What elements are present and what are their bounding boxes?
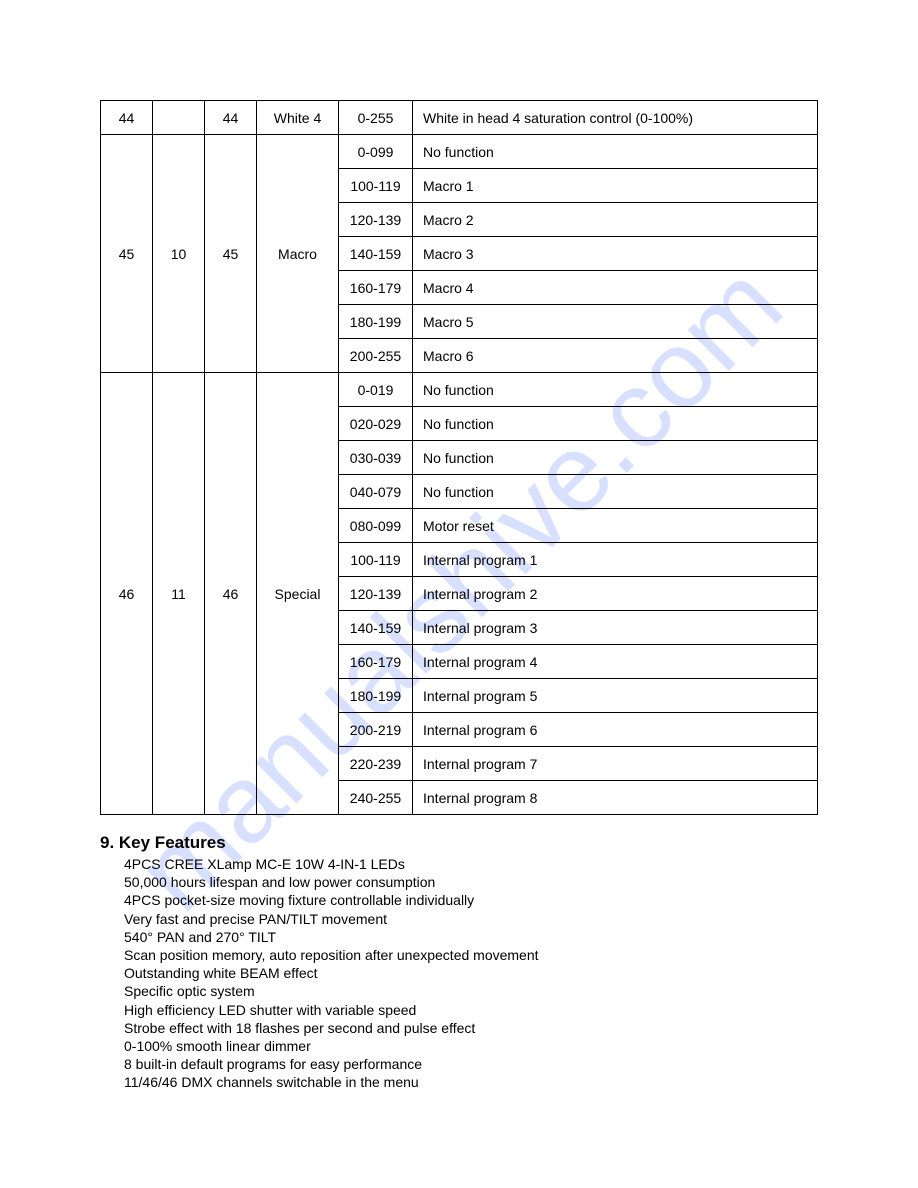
table-cell: 180-199 bbox=[339, 679, 413, 713]
table-cell: Internal program 8 bbox=[413, 781, 818, 815]
table-cell: Internal program 5 bbox=[413, 679, 818, 713]
feature-item: Specific optic system bbox=[124, 982, 818, 1000]
table-cell bbox=[153, 101, 205, 135]
feature-item: 4PCS CREE XLamp MC-E 10W 4-IN-1 LEDs bbox=[124, 855, 818, 873]
table-cell: 120-139 bbox=[339, 577, 413, 611]
table-row: 451045Macro0-099No function bbox=[101, 135, 818, 169]
feature-item: Scan position memory, auto reposition af… bbox=[124, 946, 818, 964]
feature-item: 11/46/46 DMX channels switchable in the … bbox=[124, 1073, 818, 1091]
table-cell: No function bbox=[413, 441, 818, 475]
features-list: 4PCS CREE XLamp MC-E 10W 4-IN-1 LEDs50,0… bbox=[100, 855, 818, 1091]
feature-item: 4PCS pocket-size moving fixture controll… bbox=[124, 891, 818, 909]
table-cell: No function bbox=[413, 475, 818, 509]
feature-item: 540° PAN and 270° TILT bbox=[124, 928, 818, 946]
table-cell: Internal program 7 bbox=[413, 747, 818, 781]
table-cell: Internal program 4 bbox=[413, 645, 818, 679]
table-cell: Macro 6 bbox=[413, 339, 818, 373]
table-cell: 0-099 bbox=[339, 135, 413, 169]
table-cell: 180-199 bbox=[339, 305, 413, 339]
table-row: 4444White 40-255White in head 4 saturati… bbox=[101, 101, 818, 135]
table-cell: 11 bbox=[153, 373, 205, 815]
table-cell: 220-239 bbox=[339, 747, 413, 781]
features-heading: 9. Key Features bbox=[100, 833, 818, 853]
table-cell: 240-255 bbox=[339, 781, 413, 815]
table-cell: 10 bbox=[153, 135, 205, 373]
feature-item: 0-100% smooth linear dimmer bbox=[124, 1037, 818, 1055]
table-cell: Internal program 2 bbox=[413, 577, 818, 611]
table-cell: Internal program 3 bbox=[413, 611, 818, 645]
feature-item: Outstanding white BEAM effect bbox=[124, 964, 818, 982]
table-cell: Macro 3 bbox=[413, 237, 818, 271]
table-cell: 160-179 bbox=[339, 645, 413, 679]
table-cell: 45 bbox=[205, 135, 257, 373]
table-cell: No function bbox=[413, 407, 818, 441]
table-cell: 100-119 bbox=[339, 543, 413, 577]
feature-item: Very fast and precise PAN/TILT movement bbox=[124, 910, 818, 928]
feature-item: 8 built-in default programs for easy per… bbox=[124, 1055, 818, 1073]
dmx-table-container: 4444White 40-255White in head 4 saturati… bbox=[100, 100, 818, 815]
feature-item: Strobe effect with 18 flashes per second… bbox=[124, 1019, 818, 1037]
table-cell: 44 bbox=[205, 101, 257, 135]
table-cell: 120-139 bbox=[339, 203, 413, 237]
table-row: 461146Special0-019No function bbox=[101, 373, 818, 407]
table-cell: 100-119 bbox=[339, 169, 413, 203]
table-cell: 160-179 bbox=[339, 271, 413, 305]
table-cell: 030-039 bbox=[339, 441, 413, 475]
table-cell: Macro 2 bbox=[413, 203, 818, 237]
table-cell: Internal program 1 bbox=[413, 543, 818, 577]
table-cell: 44 bbox=[101, 101, 153, 135]
table-cell: 45 bbox=[101, 135, 153, 373]
table-cell: 46 bbox=[205, 373, 257, 815]
features-section: 9. Key Features 4PCS CREE XLamp MC-E 10W… bbox=[100, 833, 818, 1091]
table-cell: 200-219 bbox=[339, 713, 413, 747]
table-cell: Macro 5 bbox=[413, 305, 818, 339]
feature-item: High efficiency LED shutter with variabl… bbox=[124, 1001, 818, 1019]
table-cell: White 4 bbox=[257, 101, 339, 135]
table-cell: Internal program 6 bbox=[413, 713, 818, 747]
table-cell: 140-159 bbox=[339, 611, 413, 645]
table-cell: 080-099 bbox=[339, 509, 413, 543]
table-cell: Macro 1 bbox=[413, 169, 818, 203]
table-cell: Macro bbox=[257, 135, 339, 373]
table-cell: 140-159 bbox=[339, 237, 413, 271]
feature-item: 50,000 hours lifespan and low power cons… bbox=[124, 873, 818, 891]
table-cell: No function bbox=[413, 373, 818, 407]
table-cell: 020-029 bbox=[339, 407, 413, 441]
table-cell: Special bbox=[257, 373, 339, 815]
table-cell: 0-255 bbox=[339, 101, 413, 135]
table-cell: 040-079 bbox=[339, 475, 413, 509]
table-cell: 200-255 bbox=[339, 339, 413, 373]
table-cell: Macro 4 bbox=[413, 271, 818, 305]
table-cell: 0-019 bbox=[339, 373, 413, 407]
table-cell: Motor reset bbox=[413, 509, 818, 543]
dmx-table: 4444White 40-255White in head 4 saturati… bbox=[100, 100, 818, 815]
table-cell: White in head 4 saturation control (0-10… bbox=[413, 101, 818, 135]
table-cell: 46 bbox=[101, 373, 153, 815]
table-cell: No function bbox=[413, 135, 818, 169]
